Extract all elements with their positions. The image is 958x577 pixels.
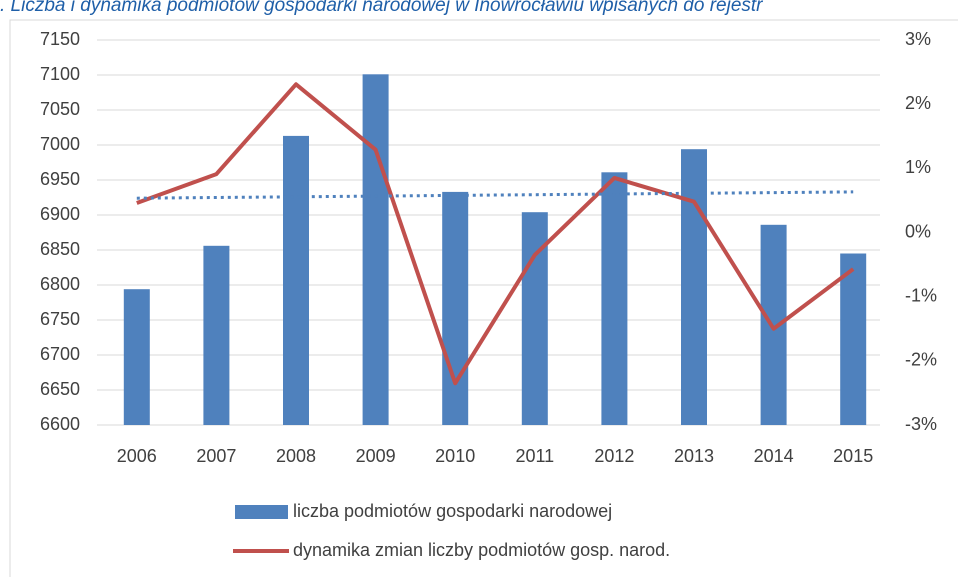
bar	[283, 135, 309, 425]
y2-tick-label: -3%	[905, 414, 937, 434]
bar	[442, 191, 469, 425]
y-tick-label: 7050	[40, 99, 80, 119]
x-tick-label: 2013	[674, 446, 714, 466]
y-tick-label: 7150	[40, 29, 80, 49]
y-tick-label: 6700	[40, 344, 80, 364]
y2-tick-label: 2%	[905, 93, 931, 113]
x-tick-label: 2012	[594, 446, 634, 466]
x-tick-label: 2010	[435, 446, 475, 466]
bar	[760, 224, 787, 425]
bar	[681, 149, 707, 425]
y2-tick-label: 3%	[905, 29, 931, 49]
bar	[840, 253, 867, 425]
legend-swatch	[235, 505, 288, 519]
bar	[601, 172, 628, 425]
bar	[123, 289, 150, 425]
x-tick-label: 2006	[117, 446, 157, 466]
y2-tick-label: 1%	[905, 157, 931, 177]
legend-label: dynamika zmian liczby podmiotów gosp. na…	[293, 540, 670, 560]
y-tick-label: 6750	[40, 309, 80, 329]
line	[136, 82, 855, 386]
x-tick-label: 2009	[356, 446, 396, 466]
y-tick-label: 6900	[40, 204, 80, 224]
y-tick-label: 6800	[40, 274, 80, 294]
chart-title: . Liczba i dynamika podmiotów gospodarki…	[0, 0, 763, 16]
y-tick-label: 6600	[40, 414, 80, 434]
x-tick-label: 2014	[754, 446, 794, 466]
bar	[203, 245, 230, 425]
x-tick-label: 2015	[833, 446, 873, 466]
y2-tick-label: -1%	[905, 285, 937, 305]
x-tick-label: 2011	[515, 446, 554, 466]
bar	[362, 74, 389, 426]
x-tick-label: 2008	[276, 446, 316, 466]
y-tick-label: 6950	[40, 169, 80, 189]
y2-tick-label: -2%	[905, 350, 937, 370]
y-tick-label: 7000	[40, 134, 80, 154]
y2-tick-label: 0%	[905, 221, 931, 241]
chart-frame	[9, 19, 958, 577]
x-tick-label: 2007	[196, 446, 236, 466]
legend-label: liczba podmiotów gospodarki narodowej	[293, 501, 612, 521]
y-tick-label: 6850	[40, 239, 80, 259]
y-tick-label: 6650	[40, 379, 80, 399]
y-tick-label: 7100	[40, 64, 80, 84]
trend-line	[136, 190, 854, 200]
